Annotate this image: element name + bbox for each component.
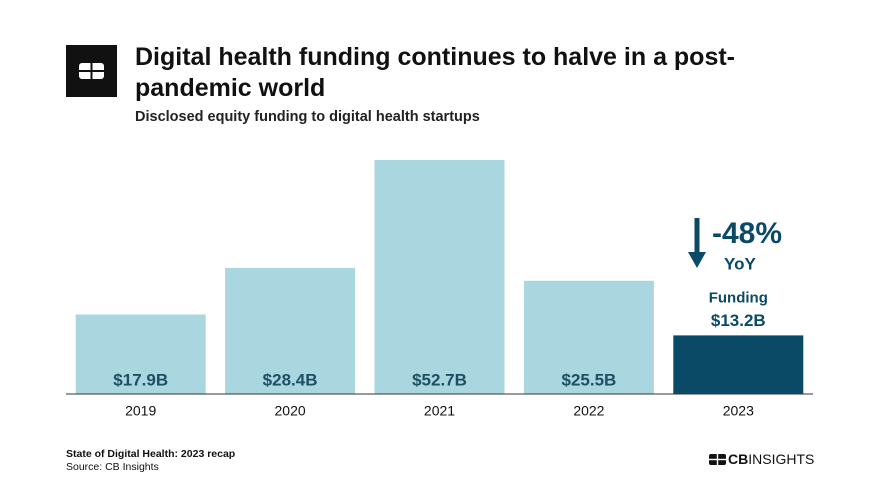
x-tick-label: 2023 bbox=[723, 403, 754, 419]
bar bbox=[673, 335, 804, 394]
data-label: $52.7B bbox=[412, 370, 467, 389]
logo-box bbox=[66, 45, 117, 97]
annotation-highlight: Funding bbox=[709, 289, 768, 306]
source: Source: CB Insights bbox=[66, 461, 159, 473]
footnote: State of Digital Health: 2023 recap bbox=[66, 448, 235, 460]
bar bbox=[374, 160, 505, 394]
x-tick-label: 2022 bbox=[573, 403, 604, 419]
brand: CBINSIGHTS bbox=[728, 451, 814, 467]
bar bbox=[75, 314, 206, 394]
brand-icon bbox=[709, 454, 726, 465]
chart-subtitle: Disclosed equity funding to digital heal… bbox=[135, 109, 480, 125]
x-tick-label: 2020 bbox=[275, 403, 306, 419]
x-tick-label: 2021 bbox=[424, 403, 455, 419]
chart-title: Digital health funding continues to halv… bbox=[135, 43, 736, 102]
x-tick-label: 2019 bbox=[125, 403, 156, 419]
annotation-period: YoY bbox=[724, 254, 756, 273]
arrow-head bbox=[688, 252, 706, 268]
bar bbox=[225, 267, 356, 394]
brand-light: INSIGHTS bbox=[748, 451, 814, 467]
brand-bold: CB bbox=[728, 451, 748, 467]
data-label: $25.5B bbox=[561, 370, 616, 389]
data-label: $13.2B bbox=[711, 311, 766, 330]
annotation-change: -48% bbox=[712, 217, 782, 250]
bar bbox=[523, 280, 654, 394]
data-label: $17.9B bbox=[113, 370, 168, 389]
data-label: $28.4B bbox=[263, 370, 318, 389]
